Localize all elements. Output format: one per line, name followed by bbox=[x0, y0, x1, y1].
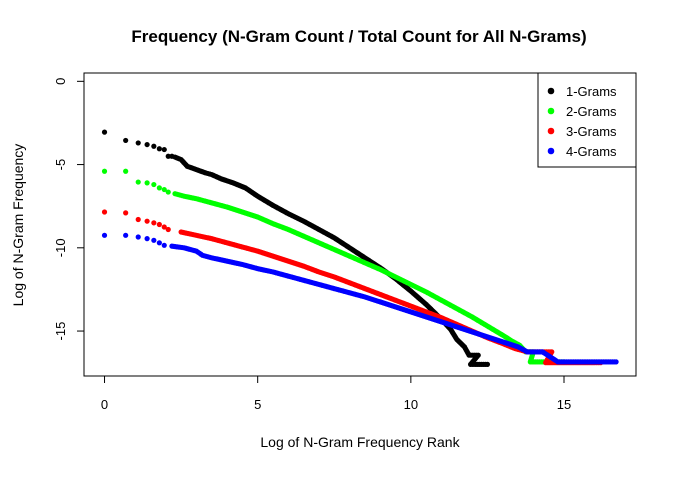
data-point bbox=[135, 179, 141, 185]
legend-label: 4-Grams bbox=[566, 144, 617, 159]
data-point bbox=[156, 221, 162, 228]
x-tick-label: 0 bbox=[101, 397, 108, 412]
x-axis: 0 5 10 15 bbox=[101, 375, 571, 412]
data-point bbox=[123, 168, 129, 174]
legend-label: 1-Grams bbox=[566, 84, 617, 99]
x-tick-label: 15 bbox=[557, 397, 571, 412]
y-tick-label: -15 bbox=[53, 322, 68, 341]
series-1 bbox=[101, 129, 491, 367]
legend-box bbox=[537, 72, 637, 168]
data-point bbox=[144, 141, 150, 148]
data-point bbox=[165, 226, 171, 233]
data-point bbox=[144, 236, 150, 242]
data-point bbox=[156, 240, 162, 246]
data-point bbox=[161, 224, 167, 230]
points-layer bbox=[101, 129, 619, 367]
y-tick-label: -10 bbox=[53, 238, 68, 257]
x-tick-label: 5 bbox=[254, 397, 261, 412]
legend-marker bbox=[547, 87, 555, 95]
data-point bbox=[135, 140, 141, 146]
data-point bbox=[101, 209, 108, 215]
data-point bbox=[135, 216, 141, 223]
data-point bbox=[161, 186, 167, 193]
data-point bbox=[613, 359, 619, 365]
data-point bbox=[151, 181, 157, 188]
data-point bbox=[165, 153, 171, 159]
data-point bbox=[156, 146, 162, 152]
legend-label: 3-Grams bbox=[566, 124, 617, 139]
data-point bbox=[123, 210, 129, 216]
y-tick-label: -5 bbox=[53, 159, 68, 171]
data-point bbox=[165, 189, 171, 195]
data-point bbox=[156, 185, 162, 191]
series-2 bbox=[101, 168, 567, 365]
data-point bbox=[151, 220, 157, 226]
x-tick-label: 10 bbox=[404, 397, 418, 412]
data-point bbox=[123, 137, 129, 144]
series-4 bbox=[101, 232, 619, 365]
data-point bbox=[101, 232, 108, 238]
x-axis-title: Log of N-Gram Frequency Rank bbox=[260, 434, 460, 450]
data-point bbox=[101, 168, 108, 174]
data-point bbox=[151, 143, 157, 149]
data-point bbox=[161, 146, 167, 153]
data-point bbox=[484, 361, 491, 367]
y-tick-label: 0 bbox=[53, 78, 68, 85]
data-point bbox=[151, 237, 157, 243]
chart-title: Frequency (N-Gram Count / Total Count fo… bbox=[131, 27, 586, 46]
legend-marker bbox=[547, 147, 555, 155]
y-axis: 0 -5 -10 -15 bbox=[53, 78, 85, 341]
data-point bbox=[161, 242, 167, 248]
data-point bbox=[144, 180, 150, 186]
legend-label: 2-Grams bbox=[566, 104, 617, 119]
data-point bbox=[123, 232, 129, 238]
y-axis-title: Log of N-Gram Frequency bbox=[10, 144, 26, 307]
legend-marker bbox=[547, 127, 555, 135]
legend: 1-Grams 2-Grams 3-Grams 4-Grams bbox=[537, 72, 637, 168]
legend-marker bbox=[547, 107, 555, 115]
data-point bbox=[135, 234, 141, 240]
data-point bbox=[144, 218, 150, 224]
data-point bbox=[101, 129, 108, 135]
series-3 bbox=[101, 209, 604, 366]
